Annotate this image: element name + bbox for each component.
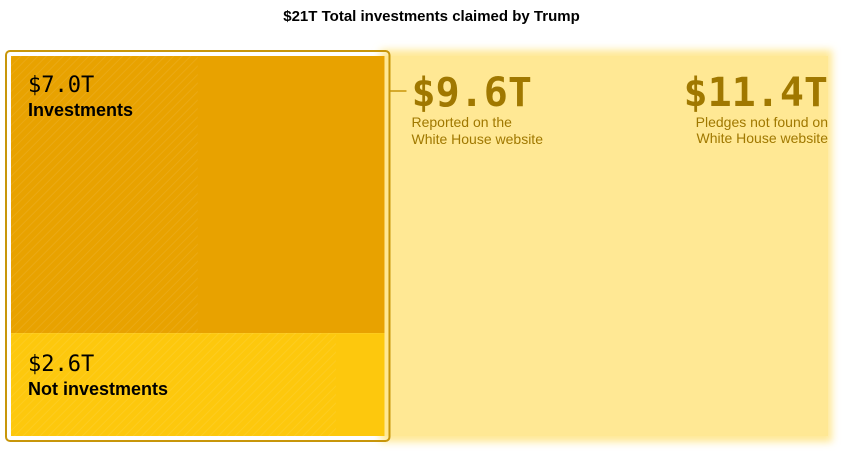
investments-hatch-texture (11, 56, 198, 334)
chart-title: $21T Total investments claimed by Trump (283, 8, 580, 25)
reported-group-outline (5, 50, 391, 442)
investments-value-label: $7.0T (28, 73, 94, 98)
not-investments-hatch-texture (11, 333, 336, 436)
not-investments-value-label: $2.6T (28, 352, 94, 377)
pledges-block[interactable] (384, 56, 828, 436)
pledges-description-line-1: Pledges not found on (696, 114, 828, 130)
reported-description-line-2: White House website (411, 131, 543, 147)
reported-description-line-1: Reported on the (411, 114, 512, 130)
not-investments-name-label: Not investments (28, 379, 168, 399)
investments-name-label: Investments (28, 100, 133, 120)
pledges-description-line-2: White House website (696, 130, 828, 146)
pledges-value-label: $11.4T (684, 70, 829, 116)
reported-total-value-label: $9.6T (411, 70, 531, 116)
